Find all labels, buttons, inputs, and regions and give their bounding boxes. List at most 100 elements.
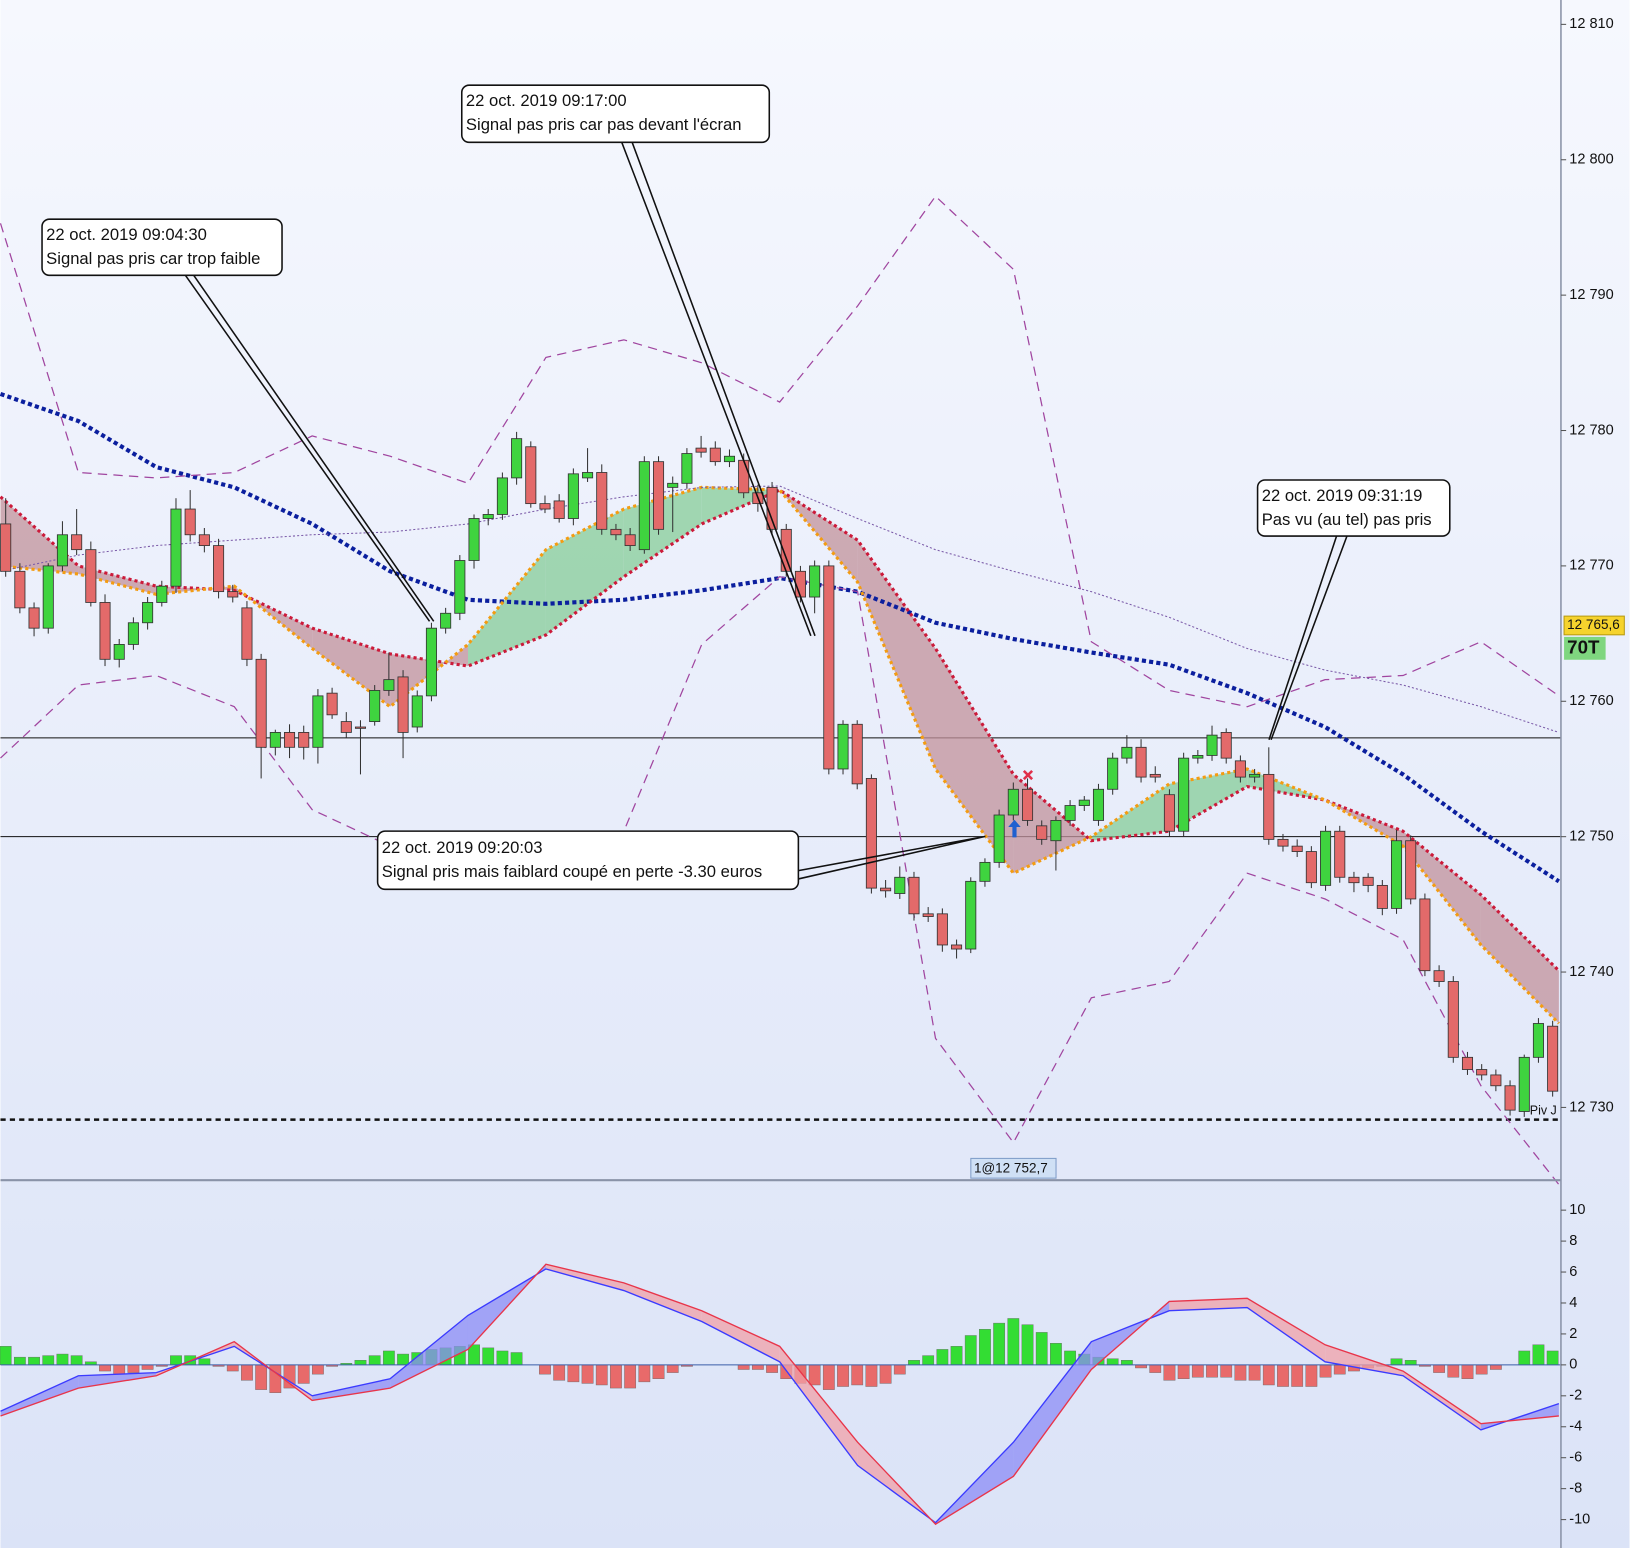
histogram-bar (99, 1364, 111, 1372)
candle-body (936, 913, 948, 946)
candle-body (269, 732, 281, 748)
histogram-bar (255, 1364, 268, 1390)
candle-body (170, 508, 182, 587)
macd-line (0, 1268, 1560, 1524)
histogram-bar (1518, 1350, 1531, 1366)
order-badge (970, 1157, 1057, 1179)
annotation-box (1256, 479, 1451, 537)
candle-body (1476, 1069, 1488, 1076)
histogram-bar (666, 1364, 679, 1373)
histogram-bar (127, 1364, 140, 1373)
candle-body (1291, 845, 1303, 852)
histogram-bar (1120, 1360, 1133, 1366)
candle-body (695, 447, 707, 453)
histogram-bar (1064, 1350, 1076, 1366)
annotation-text: Pas vu (au tel) pas pris (1262, 510, 1432, 529)
annotation-text: Signal pas pris car pas devant l'écran (466, 115, 742, 134)
annotation-pointer (798, 835, 986, 880)
candle-body (298, 732, 310, 748)
y-tick-label: 12 760 (1569, 693, 1613, 709)
indicator-line (0, 195, 1560, 708)
candle-body (1220, 732, 1232, 759)
candle-body (0, 523, 12, 572)
candle-body (1036, 825, 1048, 840)
candle-body (1490, 1074, 1502, 1087)
candle-body (823, 565, 835, 770)
indicator-fill (1091, 783, 1170, 841)
entry-arrow (1008, 819, 1021, 838)
candle-body (1504, 1085, 1516, 1111)
candle-body (1121, 746, 1133, 759)
histogram-bar (354, 1360, 367, 1366)
candle-body (127, 622, 139, 645)
histogram-bar (624, 1364, 637, 1389)
histogram-bar (851, 1364, 864, 1386)
candle-body (851, 723, 863, 785)
annotation: 22 oct. 2019 09:20:03 Signal pris mais f… (376, 830, 986, 891)
indicator-fill (1247, 1298, 1326, 1362)
histogram-bar (1404, 1360, 1417, 1366)
candle-body (652, 461, 665, 530)
histogram-bar (70, 1355, 83, 1366)
annotation-box (376, 830, 800, 891)
candle-body (965, 880, 977, 950)
histogram-bar (170, 1355, 182, 1366)
candle-body (993, 814, 1005, 863)
candle-body (1547, 1025, 1559, 1092)
candle-body (369, 690, 381, 723)
annotation-box (460, 84, 771, 144)
histogram-bar (595, 1364, 608, 1386)
histogram-bar (1050, 1343, 1062, 1366)
indicator-fill (78, 1372, 157, 1389)
annotation-date: 22 oct. 2019 09:17:00 (466, 91, 627, 110)
histogram-bar (922, 1355, 935, 1366)
candle-body (1518, 1056, 1530, 1112)
indicator-fill (1403, 1371, 1481, 1430)
histogram-bar (1390, 1358, 1403, 1366)
indicator-fill (312, 628, 391, 707)
histogram-bar (42, 1355, 55, 1366)
candle-body (482, 514, 494, 519)
candle-body (638, 461, 650, 551)
candle-body (496, 477, 508, 515)
candle-body (184, 508, 196, 536)
histogram-bar (638, 1364, 651, 1383)
timeframe-badge (1564, 636, 1606, 660)
pivot-label: Piv J (1530, 1104, 1557, 1118)
histogram-bar (113, 1364, 126, 1375)
histogram-bar (198, 1358, 211, 1366)
histogram-bar (312, 1364, 324, 1375)
candle-body (354, 726, 367, 729)
candle-body (865, 778, 877, 889)
candle-body (1376, 884, 1388, 909)
y-tick-label: 12 780 (1569, 422, 1613, 438)
histogram-bar (1106, 1358, 1119, 1366)
candle-body (156, 585, 168, 603)
candle-body (1447, 981, 1459, 1058)
candle-body (1433, 970, 1445, 982)
histogram-bar (368, 1355, 381, 1366)
y-tick-label: -10 (1569, 1511, 1590, 1527)
histogram-bar (837, 1364, 849, 1387)
macd-line (0, 1263, 1559, 1526)
indicator-fill (312, 1378, 391, 1401)
candle-body (71, 534, 83, 551)
histogram-bar (766, 1364, 778, 1373)
candle-body (340, 721, 352, 733)
indicator-fill (1013, 1341, 1092, 1477)
histogram-bar (496, 1350, 509, 1366)
histogram-bar (539, 1364, 551, 1375)
histogram-bar (908, 1360, 920, 1366)
indicator-fill (1403, 831, 1481, 946)
histogram-bar (567, 1364, 580, 1383)
candle-body (1405, 840, 1417, 900)
histogram-bar (1319, 1364, 1332, 1378)
candle-body (85, 549, 97, 603)
histogram-bar (482, 1347, 495, 1366)
histogram-bar (1149, 1364, 1162, 1373)
annotation-pointer (184, 274, 435, 622)
candle-body (1419, 898, 1431, 972)
y-tick-label: -4 (1569, 1419, 1582, 1435)
y-tick-label: -2 (1569, 1388, 1582, 1404)
candle-body (539, 503, 551, 510)
